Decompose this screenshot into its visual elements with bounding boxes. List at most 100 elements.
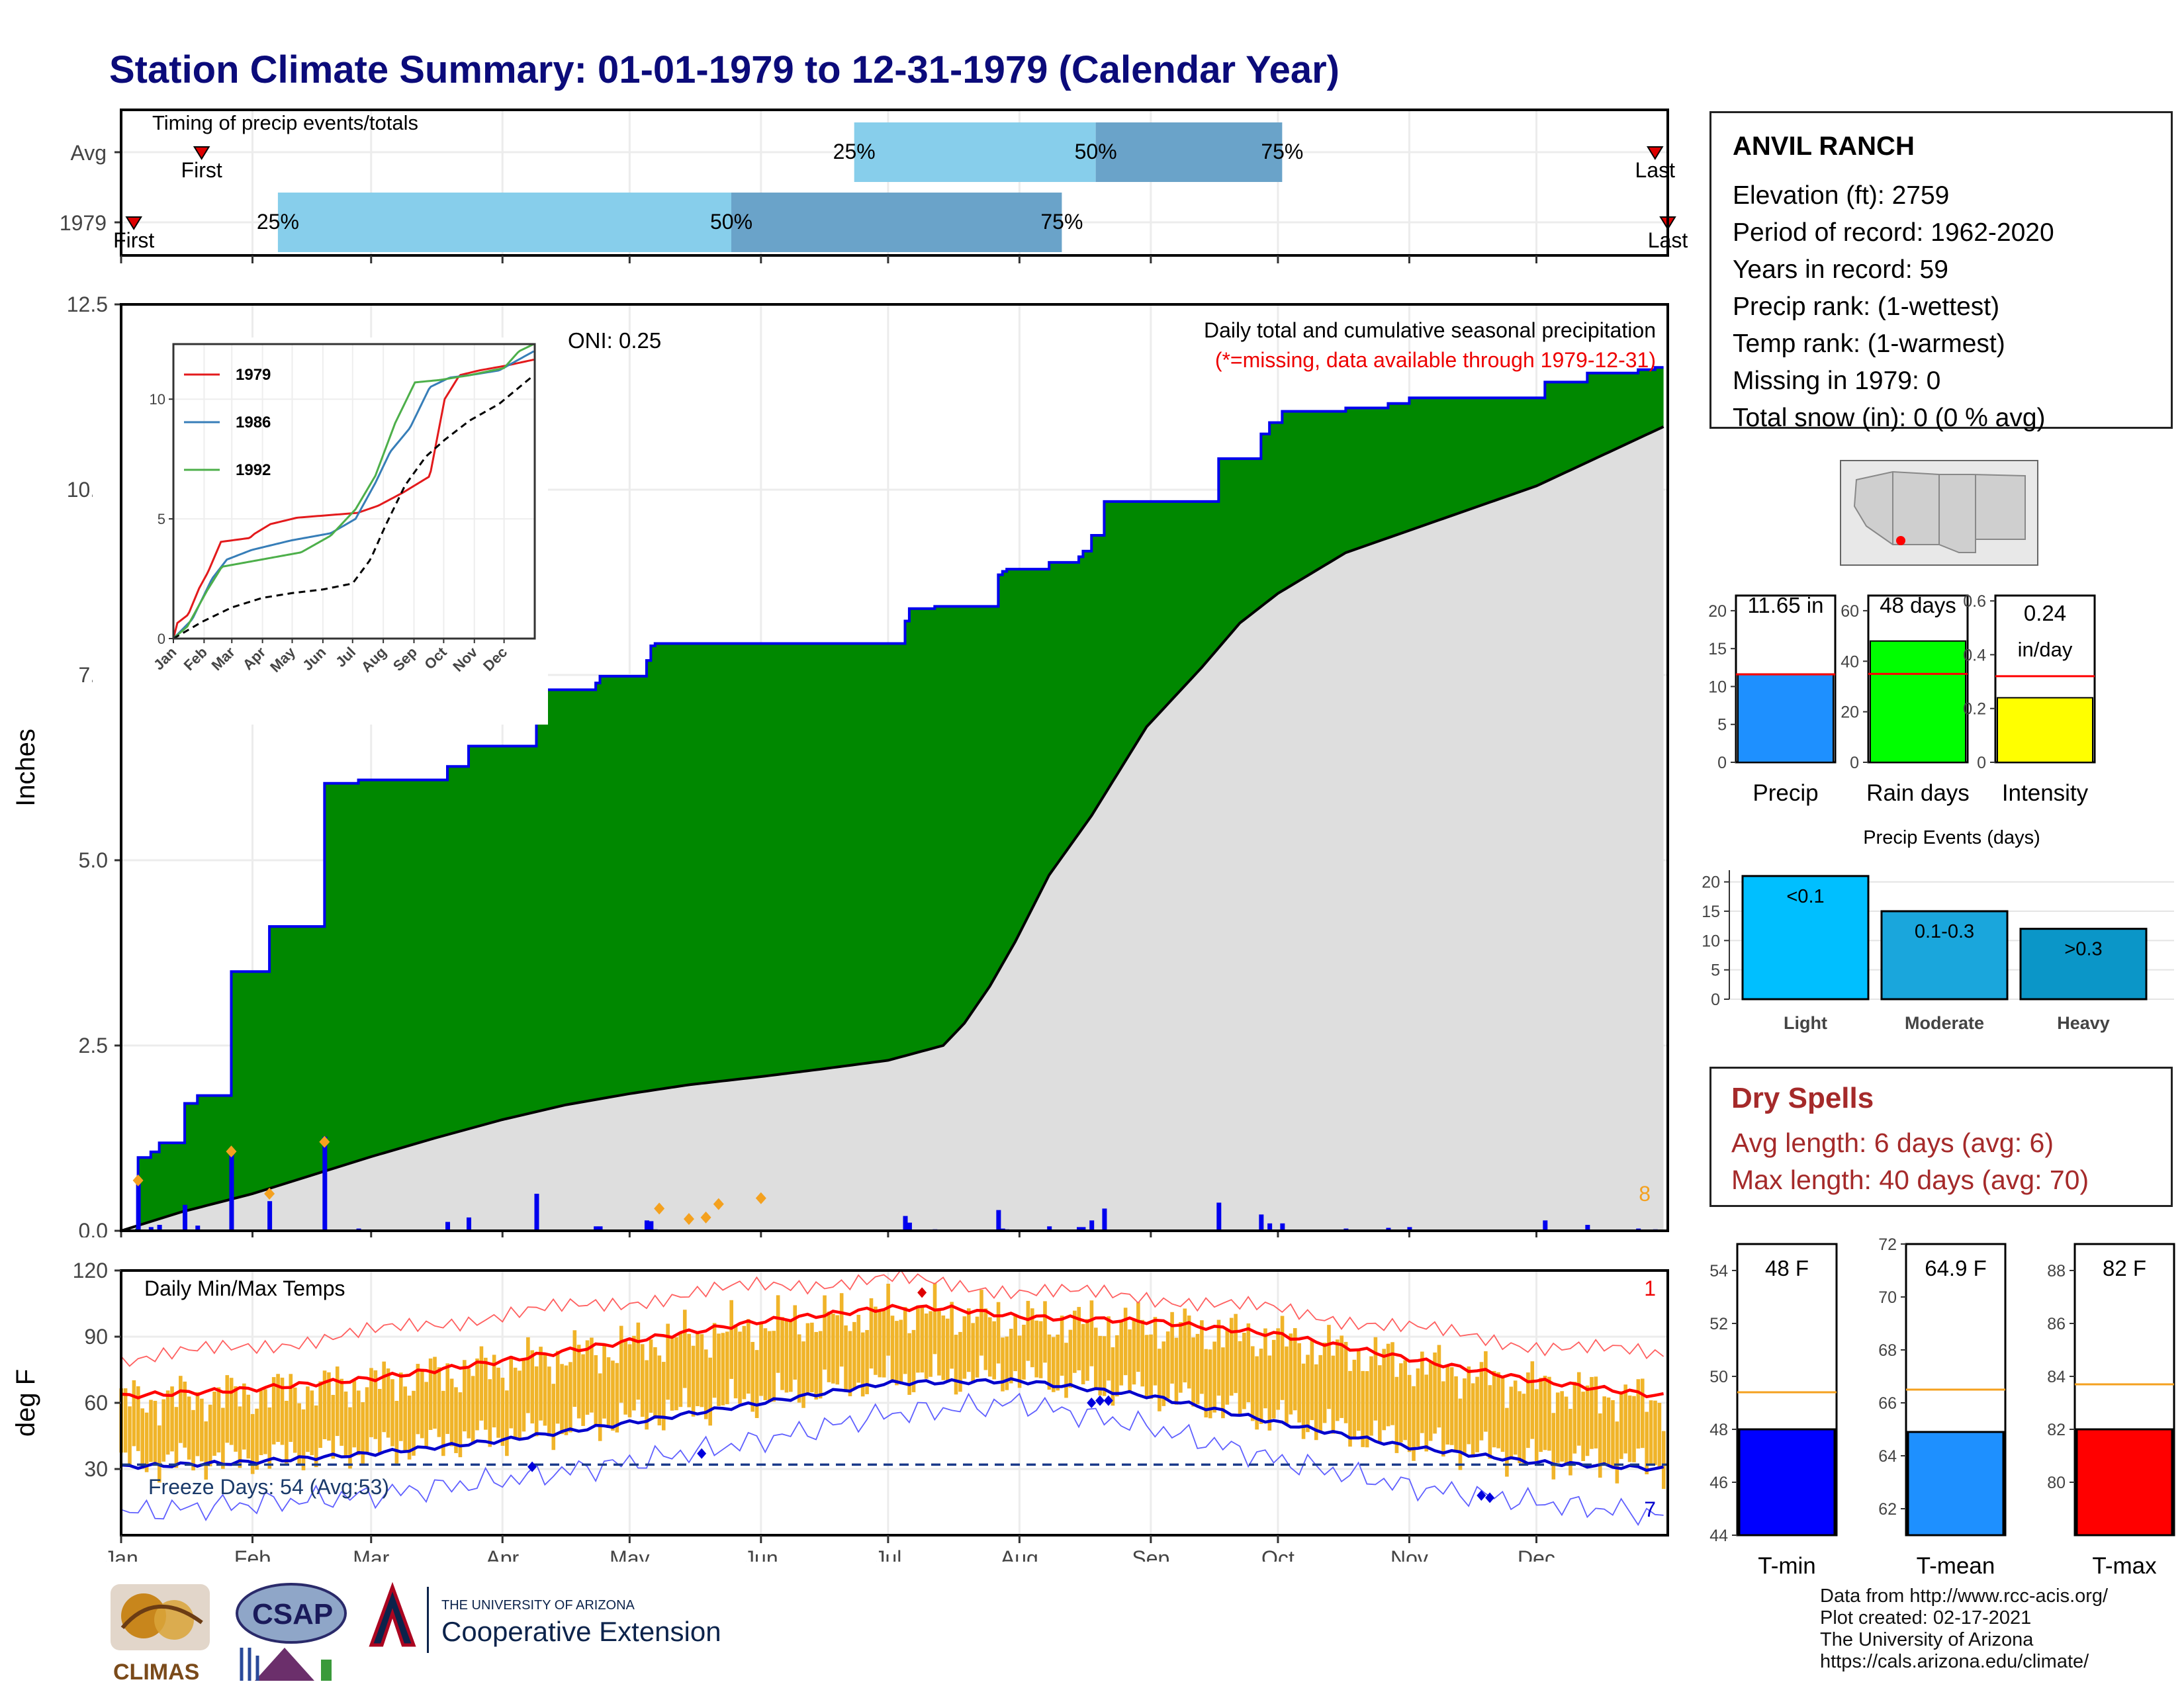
daily-temp-bar bbox=[390, 1379, 394, 1447]
timing-bar-q2 bbox=[731, 193, 1062, 252]
daily-temp-bar bbox=[377, 1388, 382, 1454]
daily-temp-bar bbox=[1471, 1383, 1475, 1458]
daily-temp-bar bbox=[463, 1360, 467, 1432]
temp-summary-label: T-max bbox=[2092, 1553, 2157, 1579]
daily-temp-bar bbox=[1322, 1343, 1327, 1423]
record-max-line bbox=[120, 1269, 1664, 1367]
daily-temp-bar bbox=[174, 1407, 179, 1468]
daily-temp-bar bbox=[814, 1331, 819, 1400]
station-name: ANVIL RANCH bbox=[1733, 132, 1915, 161]
daily-temp-bar bbox=[1280, 1315, 1285, 1400]
daily-temp-bar bbox=[1445, 1366, 1450, 1445]
inset-legend-label: 1979 bbox=[236, 366, 271, 384]
daily-temp-bar bbox=[306, 1386, 310, 1452]
daily-temp-bar bbox=[340, 1378, 343, 1446]
events-bar-label: 0.1-0.3 bbox=[1915, 921, 1974, 942]
daily-temp-bar bbox=[712, 1323, 717, 1398]
daily-temp-bar bbox=[183, 1381, 187, 1448]
daily-temp-bar bbox=[365, 1387, 369, 1453]
last-marker bbox=[1647, 146, 1664, 160]
daily-temp-bar bbox=[1022, 1324, 1026, 1380]
daily-precip-bar bbox=[183, 1204, 188, 1231]
daily-temp-bar bbox=[1399, 1363, 1403, 1443]
daily-temp-bar bbox=[416, 1364, 420, 1435]
daily-temp-bar bbox=[1378, 1365, 1382, 1443]
daily-temp-bar bbox=[551, 1384, 556, 1450]
min-record-marker bbox=[1095, 1395, 1105, 1406]
daily-temp-bar bbox=[636, 1322, 641, 1400]
daily-temp-bar bbox=[318, 1381, 322, 1449]
daily-temp-bar bbox=[403, 1386, 407, 1452]
daily-temp-bar bbox=[458, 1392, 463, 1458]
daily-temp-bar bbox=[1128, 1329, 1132, 1394]
daily-temp-bar bbox=[776, 1295, 780, 1373]
daily-temp-bar bbox=[420, 1368, 424, 1439]
station-period: Period of record: 1962-2020 bbox=[1733, 218, 2054, 247]
summary-ytick-label: 0 bbox=[1850, 754, 1859, 772]
inset-bg bbox=[93, 337, 548, 725]
daily-temp-bar bbox=[801, 1341, 805, 1408]
temp-ytick-label: 60 bbox=[84, 1391, 108, 1415]
daily-temp-bar bbox=[1107, 1316, 1111, 1381]
daily-temp-bar bbox=[1509, 1386, 1514, 1460]
daily-temp-bar bbox=[1492, 1370, 1496, 1448]
daily-temp-bar bbox=[598, 1373, 602, 1441]
station-years: Years in record: 59 bbox=[1733, 255, 1948, 284]
daily-temp-bar bbox=[1225, 1329, 1230, 1405]
daily-temp-bar bbox=[195, 1392, 200, 1456]
daily-temp-bar bbox=[1518, 1391, 1522, 1464]
daily-temp-bar bbox=[267, 1407, 272, 1469]
inset-legend-label: 1986 bbox=[236, 414, 271, 431]
daily-temp-bar bbox=[1098, 1335, 1103, 1396]
daily-temp-bar bbox=[1060, 1315, 1064, 1376]
daily-temp-bar bbox=[1043, 1301, 1047, 1363]
daily-temp-bar bbox=[488, 1379, 492, 1447]
precip-ytick-label: 12.5 bbox=[67, 292, 108, 316]
daily-temp-bar bbox=[301, 1409, 306, 1470]
daily-temp-bar bbox=[1513, 1380, 1518, 1455]
min-record-marker bbox=[697, 1448, 707, 1459]
daily-temp-bar bbox=[606, 1357, 611, 1428]
daily-temp-bar bbox=[467, 1368, 471, 1439]
daily-temp-bar bbox=[123, 1388, 128, 1453]
daily-precip-bar bbox=[267, 1201, 273, 1231]
month-label: Jul bbox=[874, 1546, 901, 1562]
daily-temp-bar bbox=[484, 1357, 488, 1430]
daily-temp-bar bbox=[234, 1386, 238, 1452]
credit-line: Plot created: 02-17-2021 bbox=[1820, 1607, 2032, 1628]
min-record-marker bbox=[1087, 1398, 1097, 1408]
daily-temp-bar bbox=[666, 1323, 670, 1400]
daily-temp-bar bbox=[348, 1407, 352, 1469]
daily-temp-bar bbox=[920, 1305, 925, 1373]
daily-temp-bar bbox=[754, 1350, 759, 1418]
daily-temp-bar bbox=[911, 1329, 916, 1392]
month-label: Mar bbox=[353, 1546, 389, 1562]
station-precip-rank: Precip rank: (1-wettest) bbox=[1733, 292, 2000, 321]
daily-temp-bar bbox=[1340, 1335, 1343, 1418]
daily-temp-bar bbox=[874, 1306, 878, 1375]
temp-ytick-label: 30 bbox=[84, 1457, 108, 1481]
daily-temp-bar bbox=[1009, 1328, 1013, 1384]
intensity-unit: in/day bbox=[2018, 638, 2073, 661]
daily-temp-bar bbox=[204, 1421, 208, 1480]
daily-temp-bar bbox=[649, 1339, 653, 1413]
daily-precip-bar bbox=[157, 1225, 162, 1231]
daily-temp-bar bbox=[594, 1355, 598, 1427]
daily-temp-bar bbox=[747, 1319, 751, 1394]
precip-caption-missing: (*=missing, data available through 1979-… bbox=[1215, 348, 1656, 372]
daily-temp-bar bbox=[280, 1377, 285, 1445]
daily-precip-bar bbox=[1077, 1227, 1082, 1231]
temp-summary-value: 82 F bbox=[2103, 1256, 2146, 1280]
precip-marker bbox=[713, 1198, 724, 1210]
inset-series-1992 bbox=[173, 343, 535, 640]
temp-summary-ytick-label: 48 bbox=[1709, 1421, 1728, 1439]
daily-temp-bar bbox=[674, 1337, 678, 1411]
daily-precip-bar bbox=[903, 1216, 908, 1231]
daily-temp-bar bbox=[852, 1321, 856, 1389]
temp-summary-ytick-label: 64 bbox=[1878, 1447, 1897, 1466]
daily-temp-bar bbox=[1111, 1347, 1115, 1406]
daily-temp-bar bbox=[585, 1340, 590, 1415]
